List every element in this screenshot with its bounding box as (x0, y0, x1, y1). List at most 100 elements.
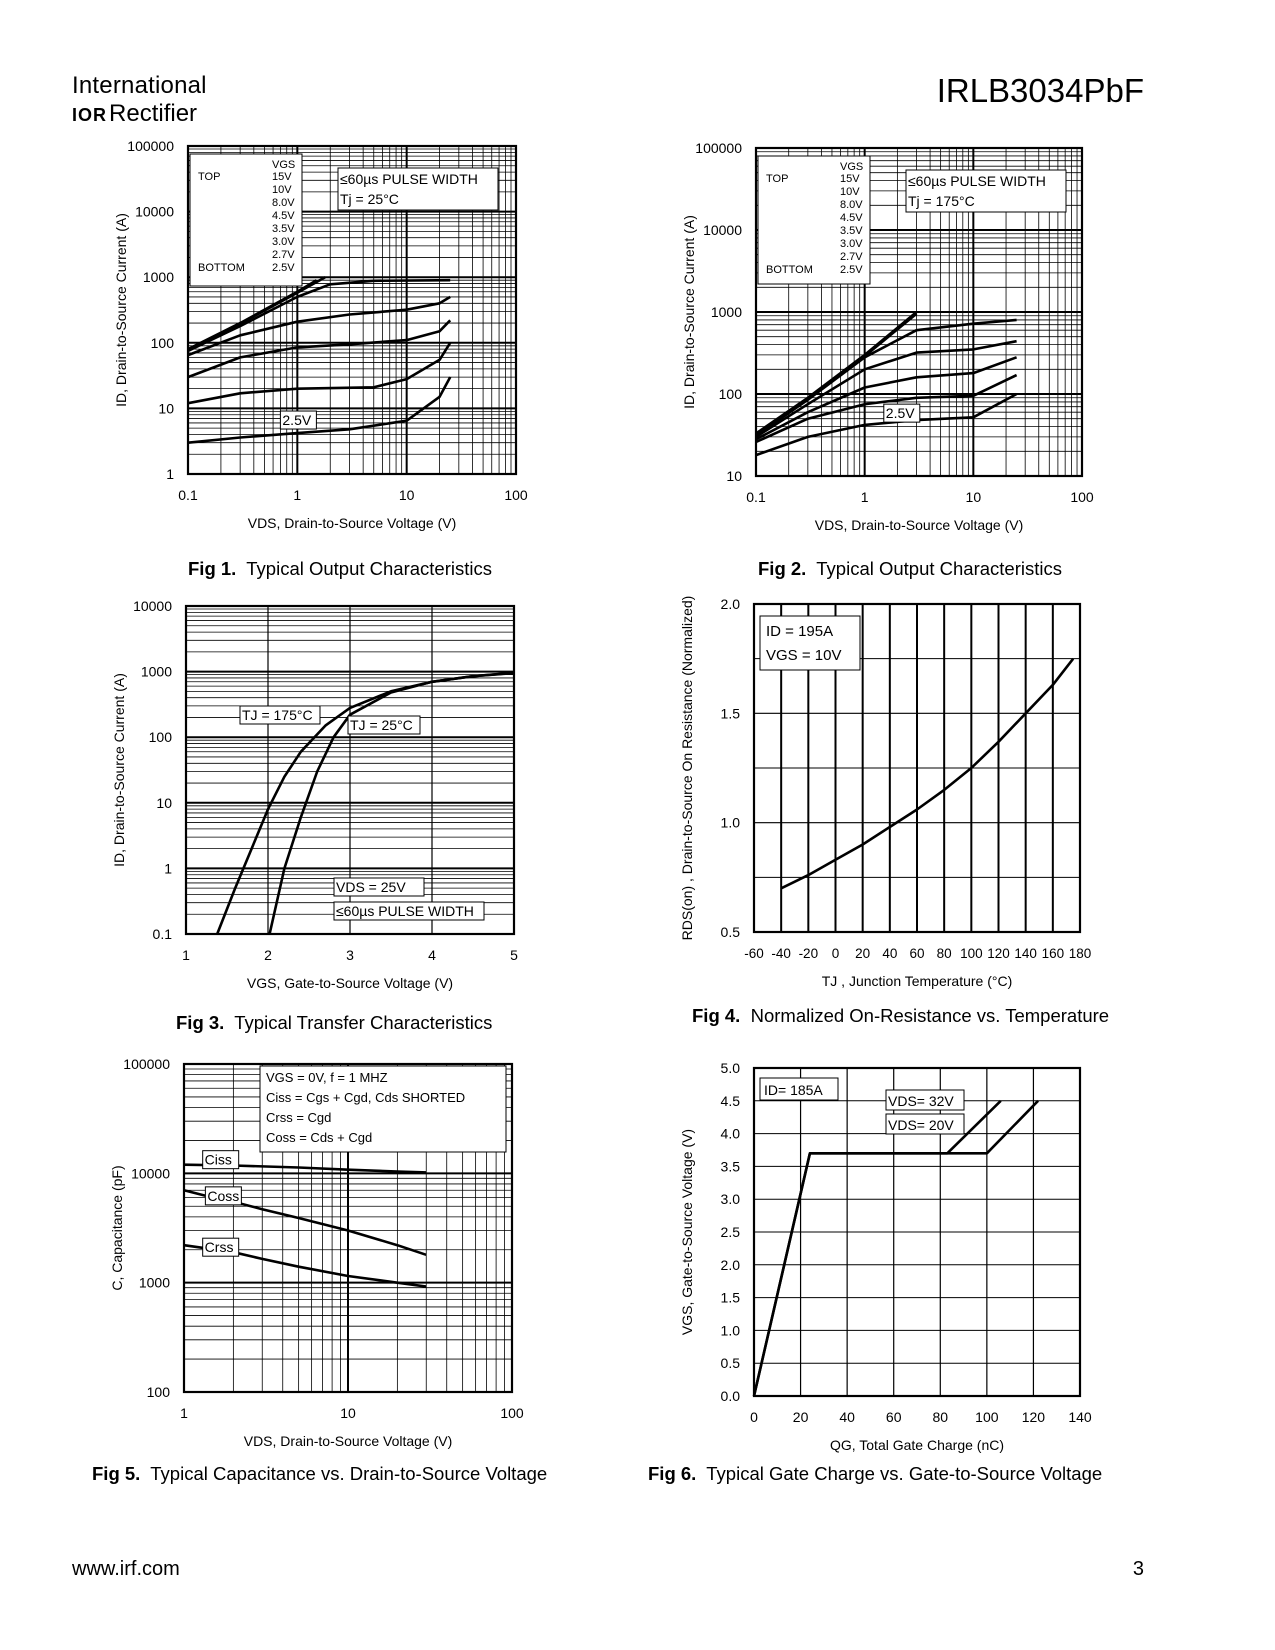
fig2-title: Typical Output Characteristics (816, 558, 1062, 579)
y-tick-label: 1.5 (721, 1290, 741, 1306)
x-tick-label: 180 (1069, 946, 1092, 961)
tj-175-label: TJ = 175°C (242, 707, 313, 723)
fig2-plot: 0.1 1 10 100 10 100 1000 10000 100000 VDS, Drain-… (681, 140, 1094, 533)
ior-logo-mark: IOR (72, 105, 108, 125)
fig5-plot: 1 10 100 100 1000 10000 100000 VDS, Drain-to-So… (109, 1056, 524, 1449)
series-line-tj-25-c (268, 671, 515, 935)
fig6-label: Fig 6. (648, 1463, 697, 1484)
series-line-4-5v (187, 295, 451, 357)
x-axis-title: TJ , Junction Temperature (°C) (822, 973, 1013, 989)
x-tick-label: 10 (399, 487, 415, 503)
x-tick-label: 100 (504, 487, 528, 503)
series-line-vds-20v (752, 1099, 1002, 1397)
x-tick-label: 140 (1068, 1409, 1092, 1425)
y-tick-label: 100 (151, 335, 175, 351)
legend-value: 3.0V (272, 236, 295, 248)
x-tick-label: -20 (799, 946, 819, 961)
series-line-ciss (183, 1163, 427, 1174)
y-axis-title: C, Capacitance (pF) (109, 1165, 125, 1290)
y-tick-label: 2.0 (721, 1257, 741, 1273)
page-number: 3 (1132, 1558, 1144, 1580)
y-tick-label: 1.0 (721, 815, 741, 831)
legend-value: 8.0V (840, 199, 863, 211)
y-tick-label: 3.5 (721, 1158, 741, 1174)
vds-32-label: VDS= 32V (888, 1093, 954, 1109)
fig4-label: Fig 4. (692, 1005, 741, 1026)
fig2-label: Fig 2. (758, 558, 807, 579)
x-tick-label: 4 (428, 947, 436, 963)
y-tick-label: 5.0 (721, 1060, 741, 1076)
x-tick-label: 0 (750, 1409, 758, 1425)
fig5-caption: Fig 5. Typical Capacitance vs. Drain-to-… (92, 1463, 547, 1485)
legend-value: 15V (272, 171, 292, 183)
y-tick-label: 100000 (123, 1056, 170, 1072)
vds20-box (885, 1113, 965, 1135)
x-axis-title: VDS, Drain-to-Source Voltage (V) (244, 1433, 453, 1449)
x-tick-label: 1 (182, 947, 190, 963)
series-line-3-5v (187, 319, 452, 379)
y-axis-title: VGS, Gate-to-Source Voltage (V) (679, 1129, 695, 1335)
plot-frame (752, 1066, 1082, 1398)
legend-value: 4.5V (272, 210, 295, 222)
series-line-2-5v (755, 392, 1018, 457)
x-tick-label: 160 (1042, 946, 1065, 961)
plot-frame (182, 1062, 514, 1394)
x-tick-label: 40 (839, 1409, 855, 1425)
capacitance-legend-line: Crss = Cgd (266, 1110, 331, 1125)
x-tick-label: 80 (937, 946, 952, 961)
y-axis-title: ID, Drain-to-Source Current (A) (111, 673, 127, 867)
series-line-coss (183, 1189, 427, 1257)
fig1-title: Typical Output Characteristics (246, 558, 492, 579)
legend-value: 3.5V (272, 223, 295, 235)
series-line-3-5v (755, 356, 1018, 441)
legend-top-label: TOP (766, 173, 788, 185)
y-tick-label: 1.5 (721, 705, 741, 721)
series-line-2-5v (187, 376, 452, 444)
y-tick-label: 0.5 (721, 924, 741, 940)
tj-25-label: TJ = 25°C (350, 717, 413, 733)
y-tick-label: 0.1 (153, 926, 173, 942)
legend-value: 2.5V (840, 264, 863, 276)
fig6-title: Typical Gate Charge vs. Gate-to-Source V… (706, 1463, 1103, 1484)
legend-value: 10V (272, 184, 292, 196)
x-tick-label: 1 (293, 487, 301, 503)
legend-header: VGS (272, 159, 295, 171)
curve-label-ciss: Ciss (205, 1152, 232, 1168)
x-tick-label: 60 (886, 1409, 902, 1425)
series-line-15v (755, 310, 918, 435)
y-tick-label: 1000 (143, 269, 174, 285)
fig3-label: Fig 3. (176, 1012, 225, 1033)
y-tick-label: 100 (147, 1384, 171, 1400)
y-tick-label: 10000 (131, 1165, 170, 1181)
y-tick-label: 10000 (135, 204, 174, 220)
series-line-rds-on- (780, 657, 1075, 890)
part-number: IRLB3034PbF (936, 72, 1144, 109)
pulse-width-annotation: ≤60µs PULSE WIDTH (908, 173, 1046, 189)
y-tick-label: 1000 (139, 1275, 170, 1291)
fig4-title: Normalized On-Resistance vs. Temperature (750, 1005, 1110, 1026)
temperature-annotation: Tj = 175°C (908, 193, 975, 209)
conditions-box (759, 615, 861, 671)
y-axis-title: ID, Drain-to-Source Current (A) (113, 213, 129, 407)
y-tick-label: 1 (164, 860, 172, 876)
x-tick-label: 10 (966, 489, 982, 505)
capacitance-legend-box (259, 1065, 507, 1153)
y-tick-label: 2.0 (721, 596, 741, 612)
y-tick-label: 10 (726, 468, 742, 484)
company-logo: IORRectifier (72, 100, 197, 128)
x-tick-label: 20 (855, 946, 870, 961)
capacitance-legend-line: Coss = Cds + Cgd (266, 1130, 372, 1145)
y-axis-title: RDS(on) , Drain-to-Source On Resistance … (679, 596, 695, 941)
vds-box (333, 877, 425, 897)
legend-bottom-label: BOTTOM (766, 264, 813, 276)
legend-value: 3.5V (840, 225, 863, 237)
curve-label-box (204, 1186, 242, 1206)
x-tick-label: 100 (960, 946, 983, 961)
y-tick-label: 1 (166, 466, 174, 482)
temperature-annotation: Tj = 25°C (340, 191, 399, 207)
curve-label-2v5: 2.5V (282, 412, 311, 428)
y-tick-label: 10000 (703, 222, 742, 238)
fig6-plot: 0 20 40 60 80 100 120 140 0.0 0.5 1.0 1.5 2.0 2.5 3.0 3… (679, 1060, 1092, 1453)
footer-url[interactable]: www.irf.com (72, 1558, 180, 1580)
